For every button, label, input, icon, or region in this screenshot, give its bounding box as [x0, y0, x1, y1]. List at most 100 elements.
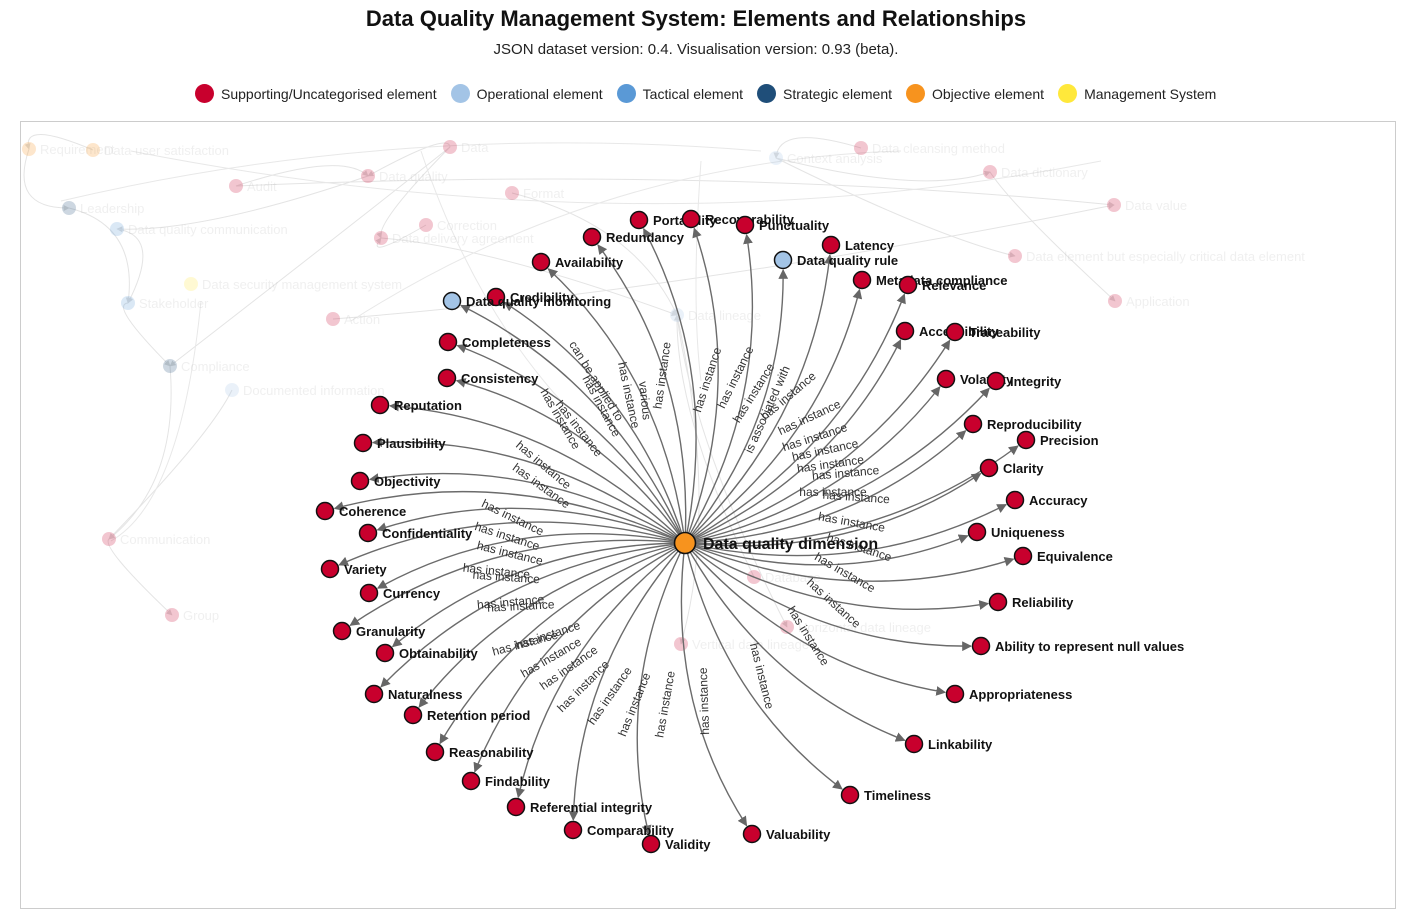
background-node-data-dictionary[interactable]: Data dictionary: [983, 165, 1088, 180]
background-node-leadership[interactable]: Leadership: [62, 201, 144, 216]
node-circle[interactable]: [486, 287, 506, 307]
graph-canvas[interactable]: Requirement Data user satisfaction Data Dat…: [20, 121, 1396, 909]
node-circle[interactable]: [425, 742, 445, 762]
node-circle[interactable]: [332, 621, 352, 641]
node-circle[interactable]: [967, 522, 987, 542]
background-node-circle[interactable]: [361, 169, 375, 183]
background-node-circle[interactable]: [121, 296, 135, 310]
background-node-circle[interactable]: [983, 165, 997, 179]
node-circle[interactable]: [840, 785, 860, 805]
background-node-group[interactable]: Group: [165, 608, 219, 623]
node-portability[interactable]: Portability: [629, 210, 718, 230]
background-node-data-quality-communication[interactable]: Data quality communication: [110, 222, 288, 237]
node-currency[interactable]: Currency: [359, 583, 441, 603]
node-findability[interactable]: Findability: [461, 771, 551, 791]
node-traceability[interactable]: Traceability: [945, 322, 1042, 342]
node-reasonability[interactable]: Reasonability: [425, 742, 535, 762]
background-node-communication[interactable]: Communication: [102, 532, 210, 547]
node-data-quality-rule[interactable]: Data quality rule: [773, 250, 899, 270]
node-circle[interactable]: [375, 643, 395, 663]
node-circle[interactable]: [403, 705, 423, 725]
node-circle[interactable]: [350, 471, 370, 491]
node-circle[interactable]: [852, 270, 872, 290]
background-node-audit[interactable]: Audit: [229, 179, 277, 194]
background-node-data-lineage[interactable]: Data lineage: [670, 308, 761, 323]
background-node-circle[interactable]: [184, 277, 198, 291]
node-ability-to-represent-null-values[interactable]: Ability to represent null values: [971, 636, 1185, 656]
node-appropriateness[interactable]: Appropriateness: [945, 684, 1073, 704]
node-circle[interactable]: [936, 369, 956, 389]
node-circle[interactable]: [437, 368, 457, 388]
node-circle[interactable]: [945, 684, 965, 704]
node-circle[interactable]: [629, 210, 649, 230]
node-equivalence[interactable]: Equivalence: [1013, 546, 1113, 566]
node-circle[interactable]: [358, 523, 378, 543]
background-node-data-delivery-agreement[interactable]: Data delivery agreement: [374, 231, 534, 246]
background-node-documented-information[interactable]: Documented information: [225, 383, 385, 398]
node-circle[interactable]: [1005, 490, 1025, 510]
node-circle[interactable]: [506, 797, 526, 817]
node-consistency[interactable]: Consistency: [437, 368, 540, 388]
node-circle[interactable]: [582, 227, 602, 247]
node-circle[interactable]: [353, 433, 373, 453]
node-circle[interactable]: [821, 235, 841, 255]
node-reputation[interactable]: Reputation: [370, 395, 462, 415]
node-redundancy[interactable]: Redundancy: [582, 227, 685, 247]
node-relevance[interactable]: Relevance: [898, 275, 987, 295]
background-node-compliance[interactable]: Compliance: [163, 359, 250, 374]
node-circle[interactable]: [735, 215, 755, 235]
background-node-circle[interactable]: [1108, 294, 1122, 308]
background-node-data[interactable]: Data: [443, 140, 489, 155]
node-reproducibility[interactable]: Reproducibility: [963, 414, 1083, 434]
background-node-circle[interactable]: [163, 359, 177, 373]
node-timeliness[interactable]: Timeliness: [840, 785, 931, 805]
node-circle[interactable]: [438, 332, 458, 352]
background-node-circle[interactable]: [674, 637, 688, 651]
background-node-context-analysis[interactable]: Context analysis: [769, 151, 883, 166]
background-node-data-user-satisfaction[interactable]: Data user satisfaction: [86, 143, 229, 158]
background-node-circle[interactable]: [419, 218, 433, 232]
node-circle[interactable]: [988, 592, 1008, 612]
background-node-vertical-data-lineage[interactable]: Vertical data lineage: [674, 637, 809, 652]
background-node-circle[interactable]: [62, 201, 76, 215]
background-node-action[interactable]: Action: [326, 312, 380, 327]
node-data-quality-monitoring[interactable]: Data quality monitoring: [442, 291, 612, 311]
node-circle[interactable]: [773, 250, 793, 270]
node-clarity[interactable]: Clarity: [979, 458, 1045, 478]
node-circle[interactable]: [945, 322, 965, 342]
node-circle[interactable]: [904, 734, 924, 754]
background-node-application[interactable]: Application: [1108, 294, 1190, 309]
background-node-data-security-management-system[interactable]: Data security management system: [184, 277, 402, 292]
background-node-circle[interactable]: [769, 151, 783, 165]
node-availability[interactable]: Availability: [531, 252, 624, 272]
background-node-circle[interactable]: [505, 186, 519, 200]
node-completeness[interactable]: Completeness: [438, 332, 551, 352]
background-node-circle[interactable]: [86, 143, 100, 157]
background-node-circle[interactable]: [102, 532, 116, 546]
background-node-circle[interactable]: [1107, 198, 1121, 212]
node-variety[interactable]: Variety: [320, 559, 388, 579]
background-node-circle[interactable]: [22, 142, 36, 156]
background-node-circle[interactable]: [443, 140, 457, 154]
node-circle[interactable]: [1016, 430, 1036, 450]
background-node-requirement[interactable]: Requirement: [22, 142, 115, 157]
background-node-circle[interactable]: [670, 308, 684, 322]
background-node-circle[interactable]: [374, 231, 388, 245]
node-objectivity[interactable]: Objectivity: [350, 471, 442, 491]
node-precision[interactable]: Precision: [1016, 430, 1099, 450]
node-credibility[interactable]: Credibility: [486, 287, 575, 307]
node-linkability[interactable]: Linkability: [904, 734, 994, 754]
node-circle[interactable]: [898, 275, 918, 295]
background-node-circle[interactable]: [110, 222, 124, 236]
background-node-data-quality[interactable]: Data quality: [361, 169, 448, 184]
node-referential-integrity[interactable]: Referential integrity: [506, 797, 653, 817]
node-circle[interactable]: [364, 684, 384, 704]
node-comparability[interactable]: Comparability: [563, 820, 675, 840]
node-reliability[interactable]: Reliability: [988, 592, 1075, 612]
node-circle[interactable]: [359, 583, 379, 603]
background-node-circle[interactable]: [165, 608, 179, 622]
center-node-circle[interactable]: [673, 531, 697, 555]
node-integrity[interactable]: Integrity: [986, 371, 1063, 391]
background-node-format[interactable]: Format: [505, 186, 565, 201]
